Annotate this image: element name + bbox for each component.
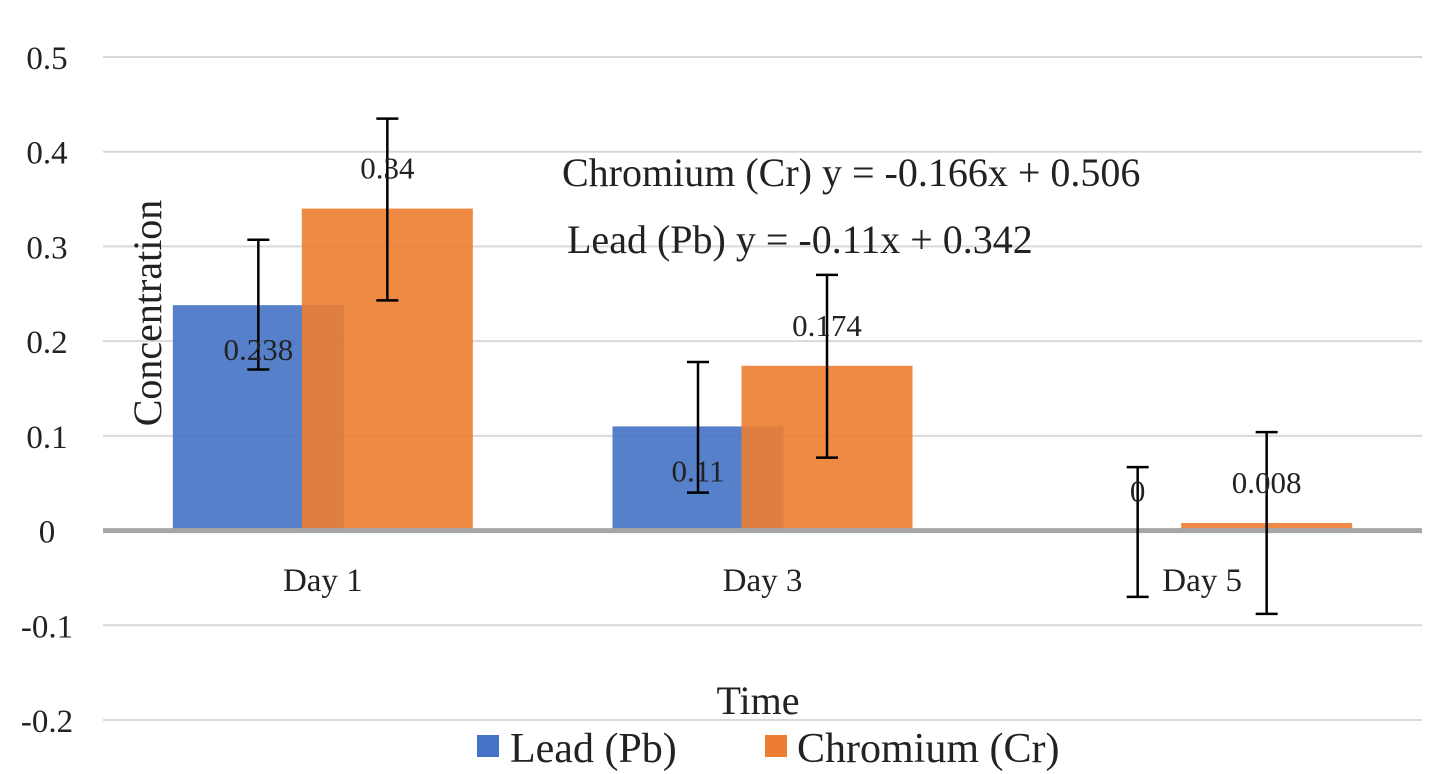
error-bar-lead-pb [247,238,270,371]
legend: Lead (Pb) Chromium (Cr) [477,726,1059,772]
x-axis-title: Time [716,678,799,723]
y-tick-label: 0 [39,515,56,551]
trendline-equation-chromium: Chromium (Cr) y = -0.166x + 0.506 [562,150,1140,195]
data-label-chromium-cr: 0.008 [1232,465,1302,500]
error-bars [247,117,1278,616]
error-bar-lead-pb [1126,465,1149,599]
data-label-lead-pb: 0 [1130,474,1146,509]
y-tick-label: 0.2 [26,325,67,361]
x-axis-category-labels: Day 1 Day 3 Day 5 [283,563,1242,599]
y-tick-label: -0.2 [21,704,73,740]
legend-swatch-chromium [765,735,787,757]
data-label-chromium-cr: 0.174 [792,308,862,343]
error-bar-chromium-cr [816,273,838,459]
legend-swatch-lead [477,735,499,757]
error-bar-chromium-cr [376,117,399,302]
y-axis-title: Concentration [125,200,170,427]
data-label-lead-pb: 0.11 [671,453,724,488]
trendline-equation-lead: Lead (Pb) y = -0.11x + 0.342 [567,217,1033,262]
y-tick-label: 0.3 [26,230,67,266]
y-tick-label: 0.1 [26,420,67,456]
data-label-lead-pb: 0.238 [223,332,293,367]
legend-label-lead: Lead (Pb) [510,726,677,772]
error-bar-lead-pb [687,360,709,494]
y-tick-label: 0.4 [26,136,67,172]
data-label-chromium-cr: 0.34 [360,151,415,186]
x-category-label: Day 3 [723,563,803,599]
y-axis-ticks: 0.5 0.4 0.3 0.2 0.1 0 -0.1 -0.2 [21,41,73,740]
x-category-label: Day 5 [1162,563,1242,599]
legend-label-chromium: Chromium (Cr) [797,726,1059,772]
error-bar-chromium-cr [1255,430,1278,616]
y-tick-label: -0.1 [21,609,73,645]
y-tick-label: 0.5 [26,41,67,77]
x-category-label: Day 1 [283,563,363,599]
data-labels: 0.238 0.34 0.11 0.174 0 0.008 [223,151,1301,509]
